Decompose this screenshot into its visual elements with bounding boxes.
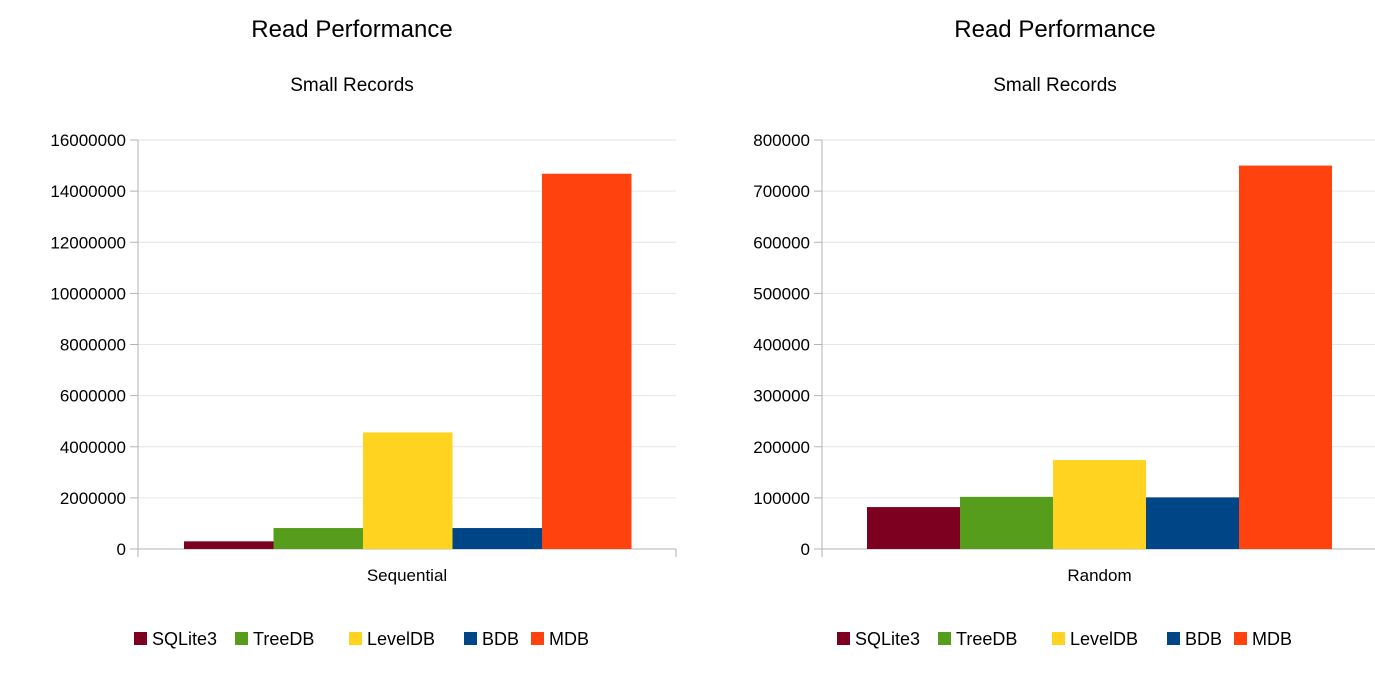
legend-swatch xyxy=(1167,632,1180,645)
y-tick-label: 6000000 xyxy=(60,387,126,406)
bar-treedb xyxy=(273,528,363,549)
bar-mdb xyxy=(1239,165,1332,549)
legend-label: SQLite3 xyxy=(152,629,217,649)
y-tick-label: 600000 xyxy=(753,233,810,252)
y-tick-label: 300000 xyxy=(753,387,810,406)
legend-swatch xyxy=(235,632,248,645)
legend-label: TreeDB xyxy=(253,629,314,649)
bar-mdb xyxy=(542,173,632,549)
bar-bdb xyxy=(1146,497,1239,549)
y-tick-label: 4000000 xyxy=(60,438,126,457)
chart-1: Read Performance Small Records 0 2000000 400… xyxy=(50,16,677,649)
y-tick-label: 14000000 xyxy=(50,182,126,201)
y-tick-label: 0 xyxy=(117,540,126,559)
legend-swatch xyxy=(837,632,850,645)
y-tick-label: 8000000 xyxy=(60,336,126,355)
y-tick-label: 700000 xyxy=(753,182,810,201)
legend-label: MDB xyxy=(549,629,589,649)
legend-swatch xyxy=(349,632,362,645)
bar-leveldb xyxy=(363,432,453,549)
chart-subtitle: Small Records xyxy=(290,75,414,96)
legend: SQLite3 TreeDB LevelDB BDB MDB xyxy=(134,629,589,649)
y-tick-label: 16000000 xyxy=(50,131,126,150)
legend: SQLite3 TreeDB LevelDB BDB MDB xyxy=(837,629,1292,649)
bar-sqlite3 xyxy=(867,507,960,549)
legend-label: MDB xyxy=(1252,629,1292,649)
bar-leveldb xyxy=(1053,460,1146,549)
legend-label: BDB xyxy=(482,629,519,649)
y-tick-label: 800000 xyxy=(753,131,810,150)
legend-label: TreeDB xyxy=(956,629,1017,649)
x-category-label: Sequential xyxy=(367,566,447,585)
chart-title: Read Performance xyxy=(251,16,452,43)
legend-swatch xyxy=(1234,632,1247,645)
legend-label: LevelDB xyxy=(367,629,435,649)
bar-treedb xyxy=(960,496,1053,549)
chart-title: Read Performance xyxy=(954,16,1155,43)
bar-sqlite3 xyxy=(184,541,274,549)
y-tick-label: 400000 xyxy=(753,336,810,355)
legend-swatch xyxy=(464,632,477,645)
chart-2: Read Performance Small Records 0 100000 2000… xyxy=(753,16,1375,649)
y-tick-label: 0 xyxy=(801,540,810,559)
chart-subtitle: Small Records xyxy=(993,75,1117,96)
legend-label: LevelDB xyxy=(1070,629,1138,649)
y-tick-label: 12000000 xyxy=(50,233,126,252)
y-tick-label: 2000000 xyxy=(60,489,126,508)
legend-swatch xyxy=(531,632,544,645)
legend-swatch xyxy=(938,632,951,645)
y-tick-label: 500000 xyxy=(753,284,810,303)
y-tick-label: 100000 xyxy=(753,489,810,508)
y-tick-label: 200000 xyxy=(753,438,810,457)
legend-swatch xyxy=(134,632,147,645)
legend-label: SQLite3 xyxy=(855,629,920,649)
x-category-label: Random xyxy=(1067,566,1131,585)
legend-label: BDB xyxy=(1185,629,1222,649)
y-tick-label: 10000000 xyxy=(50,284,126,303)
bar-bdb xyxy=(452,528,542,549)
legend-swatch xyxy=(1052,632,1065,645)
